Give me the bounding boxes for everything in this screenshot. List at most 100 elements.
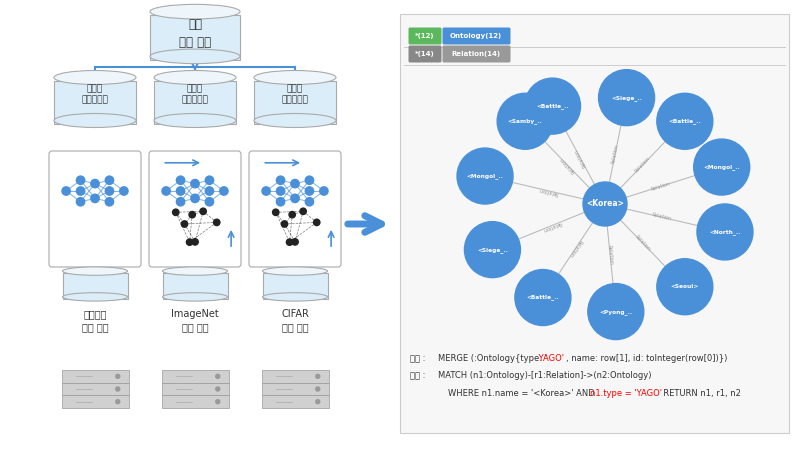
Text: 다계층
예측추론기: 다계층 예측추론기 <box>282 84 309 104</box>
Circle shape <box>120 187 128 195</box>
FancyBboxPatch shape <box>61 383 128 395</box>
Text: Relation: Relation <box>573 148 587 167</box>
Text: Relation: Relation <box>541 220 562 232</box>
Text: *(12): *(12) <box>415 33 435 39</box>
Circle shape <box>215 400 219 404</box>
Circle shape <box>62 187 70 195</box>
Circle shape <box>77 187 85 195</box>
FancyBboxPatch shape <box>409 45 441 62</box>
FancyBboxPatch shape <box>254 81 336 124</box>
Circle shape <box>300 208 306 215</box>
Text: Relation: Relation <box>606 245 614 265</box>
Circle shape <box>105 198 113 206</box>
Circle shape <box>77 198 85 206</box>
Circle shape <box>316 387 320 391</box>
FancyBboxPatch shape <box>409 27 441 44</box>
Circle shape <box>116 400 120 404</box>
FancyBboxPatch shape <box>61 370 128 383</box>
Text: n1.type = 'YAGO': n1.type = 'YAGO' <box>590 389 662 398</box>
Ellipse shape <box>54 114 136 128</box>
Ellipse shape <box>150 49 240 64</box>
Text: , name: row[1], id: toInteger(row[0])}): , name: row[1], id: toInteger(row[0])}) <box>566 354 727 363</box>
Circle shape <box>91 180 99 188</box>
Text: ImageNet
추출 지식: ImageNet 추출 지식 <box>171 309 219 333</box>
Text: Relation: Relation <box>652 212 673 222</box>
Circle shape <box>276 176 285 185</box>
Circle shape <box>524 78 580 134</box>
Circle shape <box>116 387 120 391</box>
Text: Relation: Relation <box>650 181 671 192</box>
Circle shape <box>172 209 179 216</box>
Circle shape <box>214 219 220 225</box>
Circle shape <box>276 198 285 206</box>
FancyBboxPatch shape <box>54 81 136 124</box>
Circle shape <box>189 211 196 218</box>
Text: <Battle_..: <Battle_.. <box>669 119 701 124</box>
Circle shape <box>320 187 328 195</box>
Circle shape <box>314 219 320 225</box>
Circle shape <box>598 70 654 126</box>
Text: 다계층
예측추론기: 다계층 예측추론기 <box>81 84 109 104</box>
Circle shape <box>176 198 185 206</box>
Circle shape <box>497 93 553 149</box>
Circle shape <box>276 187 285 195</box>
Text: MERGE (:Ontology{type: ': MERGE (:Ontology{type: ' <box>438 354 547 363</box>
Circle shape <box>515 269 571 326</box>
Text: <North_..: <North_.. <box>709 229 741 235</box>
Text: <Mongol_..: <Mongol_.. <box>467 173 504 179</box>
Circle shape <box>181 221 188 227</box>
Circle shape <box>306 198 314 206</box>
Text: 통합: 통합 <box>188 18 202 31</box>
Circle shape <box>219 187 228 195</box>
Text: <Mongol_..: <Mongol_.. <box>703 164 740 170</box>
Circle shape <box>205 187 214 195</box>
Circle shape <box>306 176 314 185</box>
Circle shape <box>191 194 200 202</box>
Circle shape <box>657 93 713 149</box>
FancyBboxPatch shape <box>263 273 327 299</box>
Circle shape <box>176 176 185 185</box>
Text: RETURN n1, r1, n2: RETURN n1, r1, n2 <box>658 389 741 398</box>
Circle shape <box>306 187 314 195</box>
FancyBboxPatch shape <box>262 383 329 395</box>
Circle shape <box>316 374 320 379</box>
Text: <Korea>: <Korea> <box>586 199 624 208</box>
Circle shape <box>281 221 287 227</box>
Text: <Seoul>: <Seoul> <box>670 284 699 289</box>
Circle shape <box>286 239 293 245</box>
Ellipse shape <box>150 4 240 19</box>
Text: Relation: Relation <box>568 238 583 258</box>
FancyBboxPatch shape <box>161 383 228 395</box>
FancyBboxPatch shape <box>262 395 329 408</box>
FancyBboxPatch shape <box>262 370 329 383</box>
Text: Relation: Relation <box>559 156 576 174</box>
Circle shape <box>290 194 299 202</box>
Circle shape <box>200 208 207 215</box>
Circle shape <box>205 198 214 206</box>
Text: *(14): *(14) <box>415 51 435 57</box>
Text: CIFAR
추출 지식: CIFAR 추출 지식 <box>281 309 309 333</box>
Circle shape <box>187 239 193 245</box>
Text: 구축 :: 구축 : <box>410 354 428 363</box>
Ellipse shape <box>263 293 327 301</box>
FancyBboxPatch shape <box>49 151 141 267</box>
Ellipse shape <box>254 70 336 84</box>
FancyBboxPatch shape <box>161 395 228 408</box>
FancyBboxPatch shape <box>61 395 128 408</box>
Text: <Pyong_..: <Pyong_.. <box>599 308 632 315</box>
FancyBboxPatch shape <box>154 81 236 124</box>
Ellipse shape <box>163 267 227 275</box>
Circle shape <box>215 374 219 379</box>
Text: Relation: Relation <box>634 234 652 252</box>
Circle shape <box>457 148 513 204</box>
FancyBboxPatch shape <box>150 15 240 60</box>
FancyBboxPatch shape <box>161 370 228 383</box>
Circle shape <box>693 139 749 195</box>
Circle shape <box>262 187 271 195</box>
FancyBboxPatch shape <box>443 45 511 62</box>
Ellipse shape <box>263 267 327 275</box>
Circle shape <box>290 180 299 188</box>
Circle shape <box>176 187 185 195</box>
Text: 온톨로지
추출 지식: 온톨로지 추출 지식 <box>81 309 109 333</box>
FancyBboxPatch shape <box>443 27 511 44</box>
